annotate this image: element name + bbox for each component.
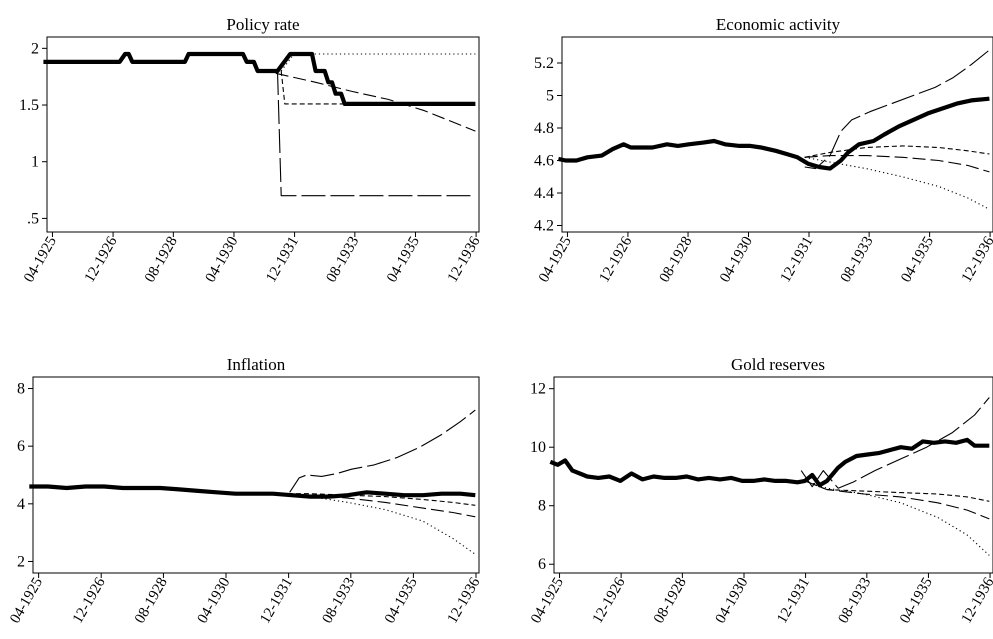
y-tick-label: 4.2 (534, 218, 554, 235)
y-tick-label: 12 (530, 381, 546, 398)
series-line-long-dash (800, 397, 990, 489)
series-line-medium-dash (804, 480, 990, 520)
series-line-dotted (287, 494, 476, 555)
series-line-solid (557, 96, 990, 171)
panel-title: Policy rate (226, 15, 299, 34)
y-tick-label: 5 (546, 88, 554, 105)
y-tick-label: 1 (31, 154, 39, 171)
series-line-solid (29, 484, 476, 499)
y-tick-label: 2 (31, 40, 39, 57)
y-tick-label: 6 (538, 556, 546, 573)
y-tick-label: 2 (17, 553, 25, 570)
y-tick-label: 5.2 (534, 55, 554, 72)
y-tick-label: .5 (27, 210, 39, 227)
series-line-solid (549, 437, 990, 488)
y-tick-label: 4.4 (534, 185, 554, 202)
plot-frame (553, 376, 993, 574)
plot-frame (561, 36, 993, 233)
series-line-long-dash (289, 409, 476, 493)
series-line-short-dash (287, 493, 476, 506)
plot-frame (32, 376, 480, 574)
plot-frame (46, 36, 480, 233)
series-line-short-dash (804, 145, 990, 158)
y-tick-label: 8 (538, 498, 546, 515)
panel-title: Gold reserves (731, 355, 825, 374)
series-line-long-dash (276, 70, 476, 197)
y-tick-label: 1.5 (19, 97, 39, 114)
series-line-short-dash (804, 480, 990, 502)
y-tick-label: 4.6 (534, 153, 554, 170)
panel-title: Economic activity (716, 15, 841, 34)
y-tick-label: 10 (530, 439, 546, 456)
panel-title: Inflation (227, 355, 286, 374)
series-line-dotted (804, 156, 990, 210)
series-line-dotted (804, 480, 990, 556)
series-line-medium-dash (275, 72, 476, 132)
series-line-solid (43, 51, 476, 107)
y-tick-label: 4.8 (534, 120, 554, 137)
series-line-long-dash (804, 49, 990, 170)
y-tick-label: 6 (17, 438, 25, 455)
y-tick-label: 4 (17, 496, 25, 513)
y-tick-label: 8 (17, 381, 25, 398)
